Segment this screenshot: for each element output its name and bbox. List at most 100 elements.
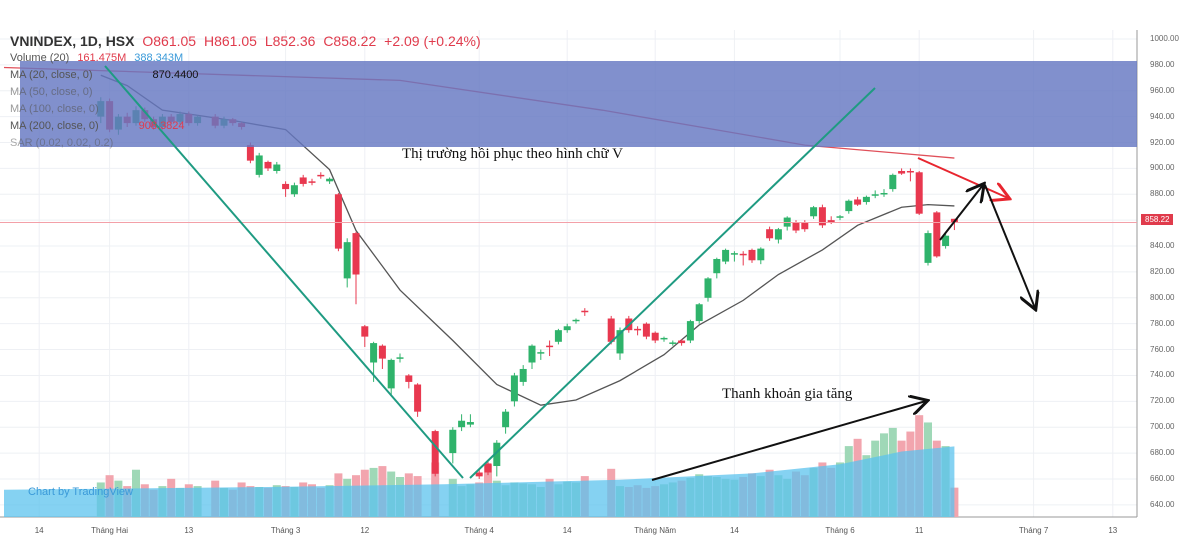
price-tick-label: 980.00 [1150, 59, 1175, 69]
candle-down [405, 375, 413, 382]
candle-down [792, 222, 800, 231]
legend-ma20[interactable]: MA (20, close, 0) 870.4400 [10, 67, 198, 84]
candle-down [607, 318, 615, 342]
price-tick-label: 820.00 [1150, 266, 1175, 276]
candle-up [730, 253, 738, 255]
candle-down [246, 145, 254, 161]
candle-up [255, 155, 263, 175]
candle-up [510, 375, 518, 402]
price-tick-label: 760.00 [1150, 344, 1175, 354]
legend-ma200[interactable]: MA (200, close, 0) 908.3824 [10, 118, 198, 135]
candle-down [308, 181, 316, 183]
price-tick-label: 940.00 [1150, 111, 1175, 121]
candle-up [889, 174, 897, 190]
candle-down [634, 328, 642, 331]
candle-up [537, 352, 545, 354]
candle-up [343, 242, 351, 279]
ohlc-low: L852.36 [264, 33, 316, 49]
time-tick-label: 14 [34, 526, 44, 535]
candle-down [801, 222, 809, 230]
symbol-label[interactable]: VNINDEX, 1D, HSX [10, 33, 135, 49]
candle-up [554, 330, 562, 342]
liquidity-arrow [651, 401, 926, 481]
candle-up [871, 194, 879, 196]
candle-up [774, 229, 782, 240]
candle-down [933, 212, 941, 257]
candle-down [642, 323, 650, 337]
candle-up [528, 345, 536, 363]
candle-up [572, 319, 580, 322]
legend-label: MA (20, close, 0) [10, 69, 93, 81]
candle-up [387, 359, 395, 389]
candle-down [282, 183, 290, 190]
candle-down [739, 253, 747, 256]
candle-up [810, 207, 818, 217]
candle-up [449, 429, 457, 454]
price-tick-label: 700.00 [1150, 422, 1175, 432]
candle-up [942, 235, 950, 247]
candle-up [704, 278, 712, 298]
ohlc-close: C858.22 [323, 33, 377, 49]
downtrend-line [104, 65, 464, 479]
candle-up [836, 216, 844, 218]
ma20-value: 870.4400 [152, 69, 199, 81]
candle-down [484, 463, 492, 473]
legend-label: MA (200, close, 0) [10, 120, 99, 132]
ohlc-high: H861.05 [203, 33, 257, 49]
legend-ma100[interactable]: MA (100, close, 0) [10, 101, 198, 118]
candle-up [880, 192, 888, 195]
time-tick-label: Tháng Hai [91, 526, 129, 535]
price-tick-label: 660.00 [1150, 473, 1175, 483]
legend-ma50[interactable]: MA (50, close, 0) [10, 84, 198, 101]
legend-sar[interactable]: SAR (0.02, 0.02, 0.2) [10, 135, 198, 152]
time-tick-label: 13 [184, 526, 194, 535]
volume-ma-area [4, 446, 955, 517]
legend-label: MA (50, close, 0) [10, 86, 93, 98]
candle-up [757, 248, 765, 261]
candle-down [678, 340, 686, 344]
candle-up [660, 337, 668, 340]
candle-down [299, 177, 307, 184]
candle-down [818, 207, 826, 226]
candle-down [334, 194, 342, 249]
time-tick-label: Tháng 4 [464, 526, 494, 535]
price-tick-label: 740.00 [1150, 370, 1175, 380]
candle-up [616, 330, 624, 354]
price-tick-label: 1000.00 [1150, 34, 1179, 43]
candle-down [915, 172, 923, 214]
candle-up [722, 249, 730, 262]
legend-volume[interactable]: Volume (20) 161.475M 388.343M [10, 50, 198, 67]
resistance-zone [20, 61, 1137, 147]
candle-down [546, 345, 554, 348]
candle-down [431, 431, 439, 474]
time-tick-label: Tháng Năm [634, 526, 677, 535]
time-tick-label: 14 [729, 526, 739, 535]
candle-down [906, 170, 914, 173]
price-tick-label: 800.00 [1150, 292, 1175, 302]
time-tick-label: 12 [360, 526, 370, 535]
time-tick-label: Tháng 6 [825, 526, 855, 535]
annotation-liquidity: Thanh khoản gia tăng [722, 386, 853, 402]
tradingview-watermark[interactable]: Chart by TradingView [28, 486, 133, 498]
candle-down [378, 345, 386, 359]
chart-header: VNINDEX, 1D, HSX O861.05 H861.05 L852.36… [10, 33, 481, 49]
ohlc-open: O861.05 [142, 33, 197, 49]
time-tick-label: 14 [562, 526, 572, 535]
legend-label: Volume (20) [10, 52, 70, 64]
candle-down [651, 332, 659, 341]
candle-down [414, 384, 422, 412]
ohlc-change: +2.09 (+0.24%) [384, 33, 481, 49]
bearish-arrow [917, 157, 1008, 198]
candle-down [317, 174, 325, 177]
volume-ma-value: 388.343M [134, 52, 184, 64]
price-tick-label: 880.00 [1150, 189, 1175, 199]
candle-down [581, 310, 589, 313]
candle-up [458, 420, 466, 428]
candle-up [845, 200, 853, 212]
candle-up [862, 196, 870, 203]
price-tick-label: 840.00 [1150, 241, 1175, 251]
candle-up [519, 368, 527, 382]
candle-down [748, 249, 756, 261]
candle-down [766, 229, 774, 239]
